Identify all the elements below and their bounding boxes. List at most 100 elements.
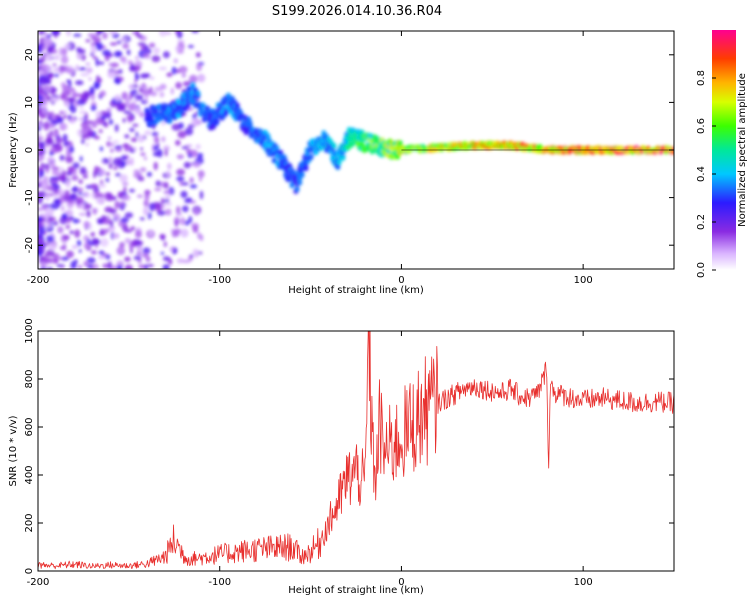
spectrogram-cell: [38, 45, 43, 54]
spectrogram-cell: [78, 212, 87, 216]
spectrogram-cell: [181, 205, 189, 213]
spectrogram-cell: [109, 142, 115, 147]
spectrogram-cell: [83, 242, 90, 250]
spectrogram-cell: [162, 264, 170, 269]
spectrogram-cell: [176, 176, 185, 182]
spectrogram-cell: [115, 148, 123, 152]
spectrogram-cell: [108, 162, 113, 169]
snr-frame: [37, 330, 675, 572]
spectrogram-cell: [91, 238, 98, 242]
spectrogram-cell: [80, 133, 89, 140]
spectrogram-cell: [78, 67, 87, 71]
spectrogram-cell: [88, 242, 96, 246]
spectrogram-cell: [67, 199, 75, 205]
spectrogram-cell: [80, 128, 89, 135]
spectrogram-cell: [139, 167, 147, 173]
spectrogram-cell: [181, 100, 187, 107]
spectrogram-cell: [143, 45, 149, 50]
spectrogram-cell: [109, 208, 117, 214]
spectrogram-cell: [97, 219, 104, 225]
spectrogram-cell: [109, 42, 118, 46]
spectrogram-cell: [133, 169, 140, 173]
spectrogram-cell: [671, 146, 674, 151]
spectrogram-cell: [197, 170, 205, 178]
spectrogram-cell: [57, 226, 64, 234]
spectrogram-cell: [56, 118, 64, 124]
spectrogram-cell: [86, 67, 93, 74]
0-y-tick-label: -20: [24, 237, 35, 253]
spectrogram-cell: [78, 117, 86, 121]
spectrogram-cell: [158, 31, 168, 37]
spectrogram-x-axis-label: Height of straight line (km): [288, 285, 424, 296]
spectrogram-cell: [122, 194, 131, 201]
spectrogram-cell: [100, 215, 108, 220]
spectrogram-cell: [70, 261, 77, 269]
spectrogram-cell: [110, 148, 114, 153]
spectrogram-cell: [89, 86, 95, 95]
spectrogram-cell: [142, 82, 146, 88]
spectrogram-cell: [45, 207, 55, 217]
spectrogram-cell: [189, 177, 194, 184]
spectrogram-cell: [100, 238, 109, 247]
spectrogram-cell: [160, 197, 165, 206]
spectrogram-cell: [45, 192, 49, 197]
spectrogram-cell: [397, 140, 403, 147]
colorbar: 0.0 0.2 0.4 0.6 0.8 Normalized spectral ampl…: [696, 30, 748, 278]
spectrogram-cell: [54, 73, 59, 78]
spectrogram-cell: [52, 171, 60, 176]
spectrogram-cell: [63, 191, 71, 201]
spectrogram-cell: [53, 189, 60, 195]
spectrogram-cell: [214, 118, 220, 125]
spectrogram-cell: [78, 249, 82, 253]
spectrogram-cell: [56, 256, 63, 260]
spectrogram-cell: [96, 31, 101, 36]
spectrogram-cell: [164, 148, 168, 157]
spectrogram-cell: [74, 229, 81, 238]
spectrogram-cell: [119, 241, 125, 248]
spectrogram-cell: [45, 136, 54, 145]
spectrogram-cell: [161, 136, 166, 143]
spectrogram-cell: [38, 190, 47, 199]
spectrogram-cell: [65, 224, 71, 230]
spectrogram-cell: [194, 208, 199, 216]
spectrogram-cell: [114, 124, 119, 133]
spectrogram-cell: [159, 91, 165, 98]
spectrogram-cell: [95, 110, 103, 118]
spectrogram-cell: [176, 98, 182, 105]
spectrogram-cell: [116, 104, 125, 112]
spectrogram-cell: [131, 239, 138, 247]
spectrogram-cell: [106, 110, 112, 120]
spectrogram-cell: [66, 250, 74, 258]
spectrogram-cell: [38, 122, 43, 128]
spectrogram-cell: [395, 153, 401, 160]
spectrogram-cell: [132, 123, 139, 127]
spectrogram-cell: [38, 182, 42, 189]
spectrogram-cell: [195, 144, 201, 150]
spectrogram-cell: [150, 91, 158, 97]
spectrogram-cell: [65, 157, 74, 164]
spectrogram-cell: [142, 88, 151, 97]
spectrogram-cell: [107, 225, 116, 232]
spectrogram-cell: [117, 157, 122, 164]
spectrogram-cell: [85, 39, 91, 43]
spectrogram-cell: [165, 201, 172, 207]
spectrogram-cell: [125, 96, 129, 105]
spectrogram-cell: [120, 201, 125, 207]
spectrogram-cell: [161, 119, 165, 126]
spectrogram-cell: [59, 246, 66, 250]
spectrogram-cell: [79, 155, 83, 162]
spectrogram-cell: [72, 162, 80, 169]
spectrogram-cell: [61, 65, 67, 73]
spectrogram-cell: [38, 78, 44, 83]
spectrogram-cell: [165, 208, 172, 216]
spectrogram-cell: [172, 247, 178, 254]
spectrogram-cell: [177, 130, 187, 139]
snr-series: [38, 331, 674, 570]
spectrogram-cell: [154, 203, 163, 212]
spectrogram-cell: [107, 261, 112, 269]
spectrogram-cell: [61, 47, 68, 56]
spectrogram-cell: [43, 84, 52, 93]
spectrogram-cell: [137, 42, 146, 46]
spectrogram-cell: [124, 256, 131, 262]
spectrogram-cell: [112, 140, 120, 144]
